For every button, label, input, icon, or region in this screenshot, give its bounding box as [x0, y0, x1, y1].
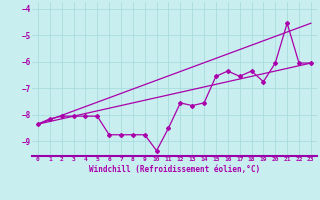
X-axis label: Windchill (Refroidissement éolien,°C): Windchill (Refroidissement éolien,°C)	[89, 165, 260, 174]
